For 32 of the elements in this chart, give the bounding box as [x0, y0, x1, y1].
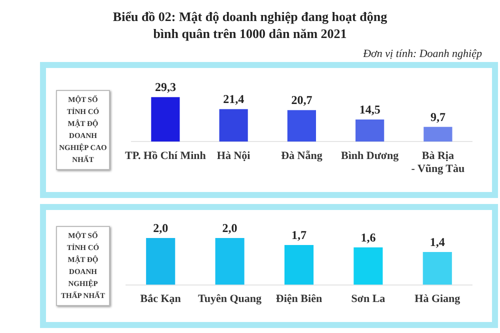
x-tick-label: Điện Biên [276, 293, 322, 306]
bar [422, 252, 452, 285]
x-tick-label: Bắc Kạn [140, 293, 181, 306]
data-label: 9,7 [430, 110, 446, 124]
data-label: 1,6 [360, 230, 376, 244]
data-label: 1,7 [292, 228, 306, 242]
bar [146, 238, 176, 285]
text: Đơn vị tính: Doanh nghiệp [362, 48, 482, 60]
data-label: 21,4 [223, 92, 244, 106]
data-label: 2,0 [153, 221, 168, 236]
x-tick-label: Hà Giang [414, 293, 461, 306]
bar [219, 109, 248, 142]
data-label: 20,7 [291, 93, 312, 108]
x-tick-label: Tuyên Quang [198, 293, 262, 306]
bar [424, 126, 452, 142]
x-tick-label: TP. Hồ Chí Minh [124, 150, 206, 162]
data-label: 1,4 [430, 235, 445, 250]
x-tick-label: Bà Rịa - Vũng Tàu [411, 150, 465, 176]
data-label: 14,5 [359, 102, 380, 117]
x-tick-label: Sơn La [351, 293, 386, 306]
x-tick-label: Bình Dương [340, 150, 400, 162]
bar [215, 238, 244, 285]
x-tick-label: Hà Nội [216, 150, 250, 162]
chart-title: Biểu đồ 02: Mật độ doanh nghiệp đang hoạt động bình quân trên 1000 dân năm 2021 [112, 8, 388, 42]
bar [284, 245, 314, 285]
data-label: 2,0 [222, 221, 238, 236]
bar [151, 97, 180, 142]
data-label: 29,3 [154, 80, 176, 94]
bar [354, 247, 383, 285]
bar [356, 120, 384, 142]
bar [287, 110, 316, 142]
x-tick-label: Đà Nẵng [281, 150, 323, 162]
